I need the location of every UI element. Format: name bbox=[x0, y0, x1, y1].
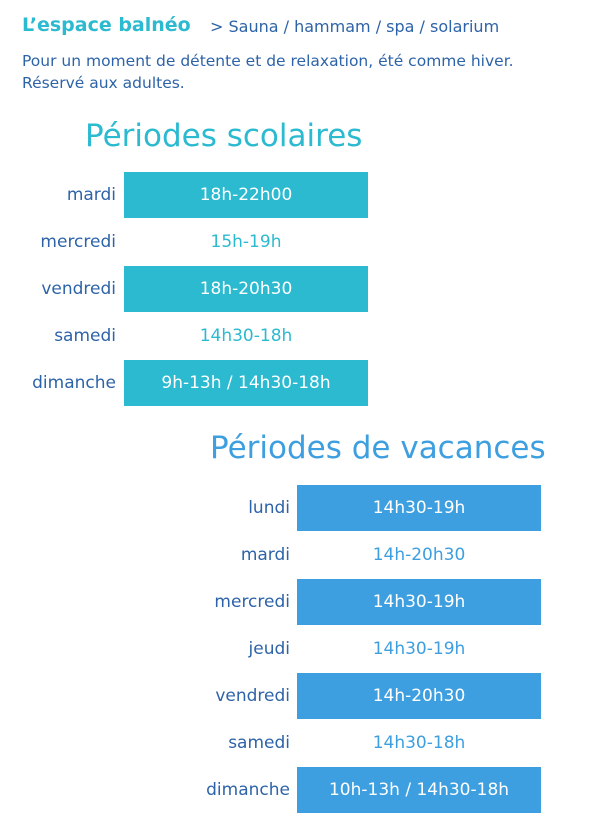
day: mercredi bbox=[40, 232, 116, 252]
day: samedi bbox=[54, 326, 116, 346]
description: Pour un moment de détente et de relaxati… bbox=[22, 52, 514, 70]
day: jeudi bbox=[248, 639, 290, 659]
hours: 14h-20h30 bbox=[372, 545, 466, 565]
hours: 14h30-19h bbox=[297, 579, 541, 625]
hours: 9h-13h / 14h30-18h bbox=[124, 360, 368, 406]
day: mardi bbox=[240, 545, 290, 565]
hours: 14h30-19h bbox=[372, 639, 466, 659]
hours: 18h-22h00 bbox=[124, 172, 368, 218]
day: samedi bbox=[228, 733, 290, 753]
day: dimanche bbox=[206, 780, 290, 800]
day: mercredi bbox=[214, 592, 290, 612]
section-title: Périodes de vacances bbox=[210, 430, 546, 466]
day: vendredi bbox=[215, 686, 290, 706]
hours: 14h-20h30 bbox=[297, 673, 541, 719]
hours: 10h-13h / 14h30-18h bbox=[297, 767, 541, 813]
hours: 18h-20h30 bbox=[124, 266, 368, 312]
day: lundi bbox=[248, 498, 290, 518]
hours: 14h30-18h bbox=[199, 326, 293, 346]
hours: 15h-19h bbox=[210, 232, 282, 252]
section-title: Périodes scolaires bbox=[85, 118, 363, 154]
breadcrumb: > Sauna / hammam / spa / solarium bbox=[210, 17, 500, 36]
hours: 14h30-18h bbox=[372, 733, 466, 753]
day: vendredi bbox=[41, 279, 116, 299]
description: Réservé aux adultes. bbox=[22, 74, 185, 92]
day: dimanche bbox=[32, 373, 116, 393]
day: mardi bbox=[66, 185, 116, 205]
title: L’espace balnéo bbox=[22, 14, 191, 36]
hours: 14h30-19h bbox=[297, 485, 541, 531]
